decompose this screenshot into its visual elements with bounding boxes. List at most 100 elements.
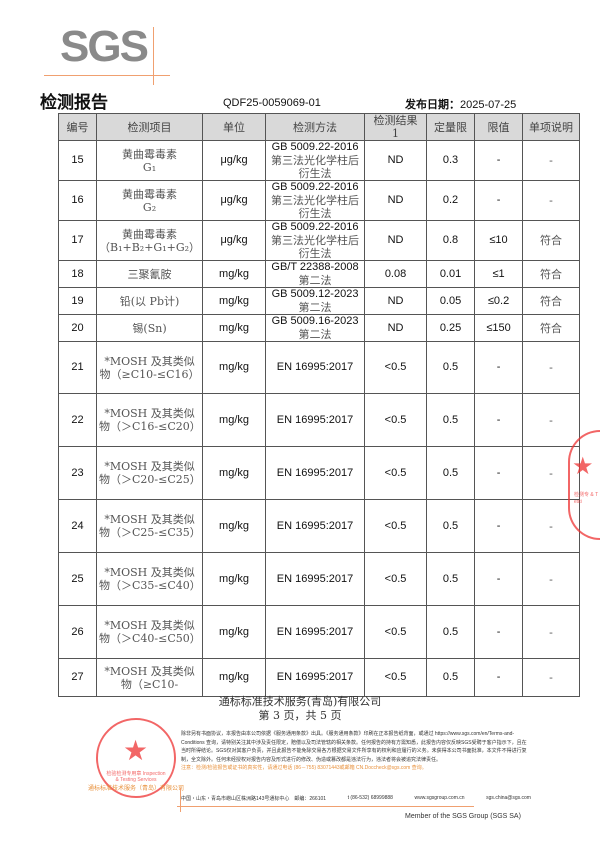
cell-unit: mg/kg bbox=[202, 341, 267, 394]
cell-limit: ≤10 bbox=[474, 220, 524, 261]
cell-limit: - bbox=[474, 341, 524, 394]
method-desc: 第三法光化学柱后衍生法 bbox=[271, 154, 360, 180]
website-link[interactable]: www.sgsgroup.com.cn bbox=[414, 795, 465, 801]
cell-result: <0.5 bbox=[364, 605, 428, 659]
cell-note: 符合 bbox=[522, 260, 581, 288]
footer-hline bbox=[177, 806, 474, 807]
table-row: 15 黄曲霉毒素 G₁ μg/kg GB 5009.22-2016 第三法光化学柱后衍生… bbox=[58, 140, 581, 181]
cell-item: *MOSH 及其类似物（＞C16-≤C20） bbox=[95, 393, 204, 447]
cell-no: 17 bbox=[58, 220, 97, 261]
table-row: 19 铅(以 Pb计) mg/kg GB 5009.12-2023 第二法 ND 0.05 ≤… bbox=[58, 287, 581, 315]
cell-result: <0.5 bbox=[364, 446, 428, 500]
sgs-logo: SGS bbox=[40, 12, 170, 85]
email-link[interactable]: sgs.china@sgs.com bbox=[486, 795, 531, 801]
column-header: 限值 bbox=[474, 113, 524, 141]
cell-item: 铅(以 Pb计) bbox=[95, 287, 204, 315]
cell-result: ND bbox=[364, 220, 428, 261]
cell-method: GB 5009.22-2016 第三法光化学柱后衍生法 bbox=[265, 140, 366, 181]
method-desc: 第二法 bbox=[298, 328, 332, 341]
cell-method: EN 16995:2017 bbox=[265, 393, 366, 447]
column-header: 检测项目 bbox=[95, 113, 204, 141]
cell-item: 黄曲霉毒素 G₁ bbox=[95, 140, 204, 181]
cell-method: EN 16995:2017 bbox=[265, 446, 366, 500]
cell-limit: - bbox=[474, 499, 524, 553]
cell-unit: mg/kg bbox=[202, 260, 267, 288]
cell-note: - bbox=[522, 140, 581, 181]
cell-loq: 0.01 bbox=[426, 260, 476, 288]
cell-note: - bbox=[522, 180, 581, 221]
star-icon: ★ bbox=[572, 453, 594, 480]
cell-item: 黄曲霉毒素 G₂ bbox=[95, 180, 204, 221]
column-header: 单项说明 bbox=[522, 113, 581, 141]
page-number: 第 3 页，共 5 页 bbox=[258, 709, 342, 722]
terms-body: 除非另有书面协议，本报告由本公司依据《服务通用条款》出具。《服务通用条款》印刷在… bbox=[181, 731, 527, 763]
footer-vline bbox=[180, 788, 181, 812]
method-standard: EN 16995:2017 bbox=[276, 466, 354, 479]
cell-loq: 0.5 bbox=[426, 552, 476, 606]
method-standard: EN 16995:2017 bbox=[276, 519, 354, 532]
method-desc: 第三法光化学柱后衍生法 bbox=[271, 194, 360, 220]
cell-unit: mg/kg bbox=[202, 314, 267, 342]
cell-loq: 0.5 bbox=[426, 341, 476, 394]
cell-limit: - bbox=[474, 446, 524, 500]
method-standard: EN 16995:2017 bbox=[276, 625, 354, 638]
cell-result: <0.5 bbox=[364, 658, 428, 697]
cell-no: 25 bbox=[58, 552, 97, 606]
cell-no: 15 bbox=[58, 140, 97, 181]
cell-result: <0.5 bbox=[364, 499, 428, 553]
cell-limit: - bbox=[474, 393, 524, 447]
cell-no: 21 bbox=[58, 341, 97, 394]
cell-note: 符合 bbox=[522, 314, 581, 342]
cell-item: *MOSH 及其类似物（≥C10- bbox=[95, 658, 204, 697]
cell-unit: μg/kg bbox=[202, 140, 267, 181]
table-row: 23 *MOSH 及其类似物（＞C20-≤C25） mg/kg EN 16995:20… bbox=[58, 446, 581, 500]
cell-method: EN 16995:2017 bbox=[265, 658, 366, 697]
column-header: 检测结果 1 bbox=[364, 113, 428, 141]
cell-result: ND bbox=[364, 314, 428, 342]
phone: t (86-532) 68999888 bbox=[347, 795, 393, 801]
method-standard: EN 16995:2017 bbox=[276, 671, 354, 683]
cell-result: <0.5 bbox=[364, 393, 428, 447]
cell-loq: 0.5 bbox=[426, 499, 476, 553]
date-value: 2025-07-25 bbox=[460, 99, 517, 111]
stamp-company: 通标标准技术服务（青岛）有限公司 bbox=[88, 786, 185, 792]
cell-note: 符合 bbox=[522, 287, 581, 315]
cell-note: - bbox=[522, 393, 581, 447]
cell-method: EN 16995:2017 bbox=[265, 552, 366, 606]
cell-note: - bbox=[522, 552, 581, 606]
table-row: 16 黄曲霉毒素 G₂ μg/kg GB 5009.22-2016 第三法光化学柱后衍生… bbox=[58, 180, 581, 221]
cell-no: 24 bbox=[58, 499, 97, 553]
cell-unit: μg/kg bbox=[202, 220, 267, 261]
cell-method: GB 5009.16-2023 第二法 bbox=[265, 314, 366, 342]
cell-method: GB/T 22388-2008 第二法 bbox=[265, 260, 366, 288]
cell-no: 22 bbox=[58, 393, 97, 447]
cell-loq: 0.25 bbox=[426, 314, 476, 342]
cell-loq: 0.8 bbox=[426, 220, 476, 261]
cell-no: 18 bbox=[58, 260, 97, 288]
cell-limit: ≤0.2 bbox=[474, 287, 524, 315]
terms-text: 除非另有书面协议，本报告由本公司依据《服务通用条款》出具。《服务通用条款》印刷在… bbox=[181, 730, 531, 773]
cell-limit: - bbox=[474, 552, 524, 606]
cell-limit: - bbox=[474, 658, 524, 697]
table-row: 21 *MOSH 及其类似物（≥C10-≤C16） mg/kg EN 16995:20… bbox=[58, 341, 581, 394]
cell-unit: mg/kg bbox=[202, 393, 267, 447]
cell-note: 符合 bbox=[522, 220, 581, 261]
method-desc: 第三法光化学柱后衍生法 bbox=[271, 234, 360, 260]
cell-method: GB 5009.22-2016 第三法光化学柱后衍生法 bbox=[265, 180, 366, 221]
cell-method: EN 16995:2017 bbox=[265, 341, 366, 394]
method-standard: EN 16995:2017 bbox=[276, 413, 354, 426]
logo-vline bbox=[153, 27, 154, 85]
cell-no: 16 bbox=[58, 180, 97, 221]
method-desc: 第二法 bbox=[298, 274, 332, 287]
column-header: 编号 bbox=[58, 113, 97, 141]
cell-loq: 0.2 bbox=[426, 180, 476, 221]
table-row: 24 *MOSH 及其类似物（＞C25-≤C35） mg/kg EN 16995:20… bbox=[58, 499, 581, 553]
cell-item: *MOSH 及其类似物（≥C10-≤C16） bbox=[95, 341, 204, 394]
table-row: 17 黄曲霉毒素 （B₁+B₂+G₁+G₂） μg/kg GB 5009.22-201… bbox=[58, 220, 581, 261]
cell-result: 0.08 bbox=[364, 260, 428, 288]
footer-contact: 中国・山东・青岛市崂山区株洲路143号通标中心 邮编：266101 t (86-… bbox=[181, 795, 531, 802]
cell-item: *MOSH 及其类似物（＞C35-≤C40） bbox=[95, 552, 204, 606]
cell-no: 27 bbox=[58, 658, 97, 697]
cell-item: 黄曲霉毒素 （B₁+B₂+G₁+G₂） bbox=[95, 220, 204, 261]
cell-limit: - bbox=[474, 140, 524, 181]
